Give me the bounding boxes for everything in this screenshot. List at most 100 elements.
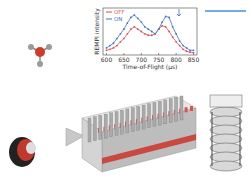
series-point [172,36,174,38]
series-point [137,17,139,19]
coil [148,104,151,128]
nozzle [17,139,35,161]
rod [212,112,213,166]
legend-label: OFF [114,9,125,15]
atom [37,61,43,67]
ion-optic [210,143,242,153]
coil [93,117,96,141]
series-point [144,33,146,35]
series-point [106,47,108,49]
coil [164,100,167,124]
series-point [175,33,177,35]
ion-optic [210,152,242,162]
x-tick-label: 850 [188,56,200,63]
coil [137,106,140,130]
decelerator-band [102,134,196,164]
coil [120,110,123,134]
legend-swatch [106,19,112,20]
coil-band [185,107,188,112]
coil [99,115,102,139]
series-line [106,15,193,50]
x-tick [176,53,177,55]
series-point [120,41,122,43]
series-point [126,22,128,24]
coil [126,109,129,133]
series-point [113,42,115,44]
x-tick [123,53,124,55]
series-point [109,48,111,50]
y-label: REMPI intensity [93,8,101,55]
arrow [177,9,181,16]
series-point [193,52,195,54]
x-tick-label: 800 [170,56,182,63]
x-tick [141,53,142,55]
series-point [123,38,125,40]
coil [153,102,156,126]
detector [210,95,242,107]
x-tick-label: 750 [153,56,165,63]
coil [180,96,183,120]
series-point [130,28,132,30]
coil [115,112,118,136]
series-point [165,16,167,18]
series-point [147,34,149,36]
series-point [126,33,128,35]
legend-swatch [106,12,112,13]
plot-area [106,14,195,53]
series-point [158,28,160,30]
series-point [186,47,188,49]
coil-band [190,106,193,111]
series-point [130,17,132,19]
series-point [186,50,188,52]
series-point [109,45,111,47]
series-point [158,28,160,30]
atom [46,44,52,50]
ion-optic [210,107,242,117]
skimmer [66,128,84,146]
ion-optic [210,125,242,135]
series-point [179,45,181,47]
series-point [182,48,184,50]
series-point [168,31,170,33]
x-tick-label: 600 [101,56,113,63]
series-point [116,45,118,47]
nozzle [26,142,36,154]
series-point [140,21,142,23]
series-point [172,26,174,28]
x-tick [106,53,107,55]
ion-optic [210,161,242,171]
coil [110,113,113,137]
ion-optic [210,134,242,144]
x-tick-label: 700 [136,56,148,63]
laser-beam [205,10,246,12]
series-point [123,28,125,30]
rod [240,112,241,166]
series-point [133,14,135,16]
coil [131,108,134,132]
x-tick [158,53,159,55]
series-point [154,33,156,35]
legend-label: ON [114,16,122,22]
series-point [120,33,122,35]
series-point [140,31,142,33]
x-label: Time-of-Flight (µs) [122,63,178,71]
series-point [113,47,115,49]
ion-optic [210,116,242,126]
series-point [137,28,139,30]
series-point [161,25,163,27]
series-point [116,38,118,40]
series-point [151,34,153,36]
atom [35,47,45,57]
coil [88,118,91,142]
series-point [193,49,195,51]
series-point [175,41,177,43]
series-point [151,31,153,33]
series-point [133,26,135,28]
x-tick-label: 650 [118,56,130,63]
plot-frame [103,8,197,55]
series-point [106,49,108,51]
coil [142,105,145,129]
series-point [154,33,156,35]
coil [169,99,172,123]
coil [104,114,107,138]
